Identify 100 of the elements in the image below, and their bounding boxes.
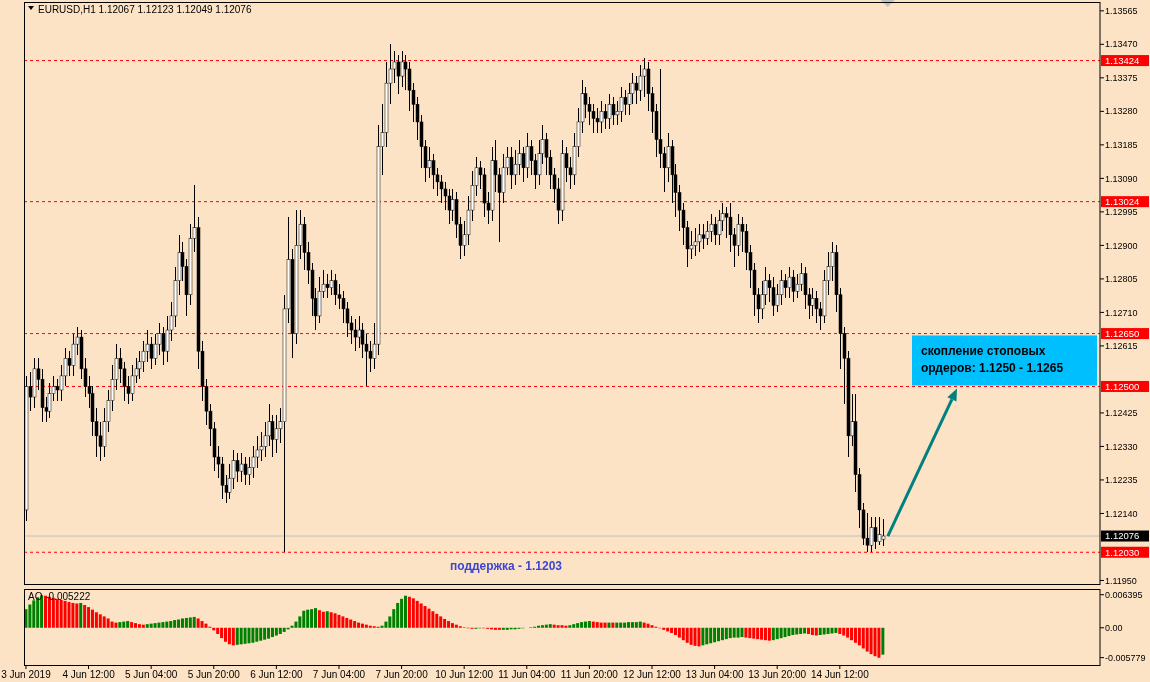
- candlestick: [325, 273, 330, 299]
- ref-line-label: 1.13024: [1105, 195, 1140, 207]
- bar: [705, 627, 709, 645]
- annotation: скопление стоповых ордеров: 1.1250 - 1.1265: [921, 344, 1064, 376]
- bar: [756, 627, 760, 640]
- ref-line-label: 1.13424: [1105, 54, 1140, 66]
- ref-line-label: 1.12650: [1105, 327, 1140, 339]
- bar: [282, 627, 286, 632]
- bar: [450, 623, 454, 628]
- candlestick: [55, 378, 60, 402]
- bar: [251, 627, 255, 643]
- bar: [603, 622, 607, 628]
- y-tick-label: 1.13565: [1105, 5, 1138, 16]
- x-tick-label: 5 Jun 20:00: [187, 669, 241, 680]
- bar: [842, 627, 846, 636]
- bar: [302, 610, 306, 628]
- candlestick: [771, 276, 776, 317]
- bar: [180, 618, 184, 628]
- bar: [767, 627, 771, 641]
- candlestick: [689, 230, 694, 260]
- bar: [349, 619, 353, 628]
- bar: [818, 627, 822, 636]
- bar: [615, 622, 619, 628]
- bar: [552, 624, 556, 628]
- bar: [595, 622, 599, 628]
- bar: [865, 627, 869, 652]
- bar: [599, 622, 603, 628]
- candlestick: [595, 107, 600, 134]
- bar: [877, 627, 881, 658]
- bar: [834, 627, 838, 633]
- bar: [583, 621, 587, 628]
- y-tick-label: 1.13185: [1105, 140, 1138, 150]
- bar: [634, 622, 638, 628]
- bar: [137, 624, 141, 628]
- bar: [157, 622, 161, 628]
- bar: [55, 598, 59, 628]
- candlestick: [642, 57, 647, 98]
- candlestick: [525, 132, 530, 179]
- candlestick: [243, 456, 248, 486]
- bar: [873, 627, 877, 657]
- candlestick: [235, 452, 240, 483]
- bar: [850, 627, 854, 641]
- y-tick-label: 1.12805: [1105, 274, 1138, 285]
- x-tick-label: 14 Jun 12:00: [810, 669, 870, 680]
- bar: [681, 627, 685, 641]
- chart-title: EURUSD,H1 1.12067 1.12123 1.12049 1.12076: [38, 4, 252, 15]
- bar: [787, 627, 791, 637]
- bar: [161, 622, 165, 628]
- bar: [540, 625, 544, 628]
- candlestick: [607, 93, 612, 130]
- candlestick: [634, 75, 639, 105]
- y-tick-label: 1.13470: [1105, 39, 1138, 50]
- bar: [685, 627, 689, 643]
- bar: [224, 627, 228, 642]
- y-tick-label: 0.006395: [1105, 589, 1143, 600]
- bar: [337, 614, 341, 628]
- bar: [619, 622, 623, 628]
- bar: [717, 627, 721, 642]
- candlestick: [353, 318, 358, 352]
- bar: [548, 624, 552, 628]
- bar: [79, 602, 83, 628]
- bar: [814, 627, 818, 636]
- bar: [255, 627, 259, 642]
- bar: [141, 624, 145, 628]
- bar: [360, 623, 364, 628]
- bar: [177, 619, 181, 628]
- bar: [673, 627, 677, 636]
- candlestick: [623, 89, 628, 116]
- bar: [732, 627, 736, 638]
- bar: [501, 627, 505, 630]
- bar: [564, 625, 568, 628]
- candlestick: [693, 227, 698, 257]
- bar: [642, 622, 646, 628]
- ref-line-label: 1.12030: [1105, 546, 1140, 558]
- bar: [314, 608, 317, 628]
- bar: [881, 627, 885, 655]
- bar: [580, 622, 584, 628]
- candlestick: [333, 273, 338, 306]
- bar: [807, 627, 810, 634]
- x-tick-label: 7 Jun 20:00: [375, 669, 429, 680]
- bar: [693, 627, 697, 646]
- bar: [200, 621, 204, 628]
- bar: [204, 623, 208, 628]
- y-tick-label: 0.00: [1105, 622, 1123, 633]
- bar: [184, 617, 188, 628]
- bar: [760, 627, 764, 640]
- bar: [40, 595, 44, 628]
- candlestick: [881, 518, 886, 547]
- bar: [329, 612, 333, 628]
- bar: [662, 627, 666, 630]
- x-tick-label: 10 Jun 12:00: [435, 669, 494, 680]
- bar: [220, 627, 224, 639]
- bar: [775, 627, 779, 640]
- bar: [795, 627, 799, 635]
- bar: [145, 624, 149, 628]
- bar: [560, 625, 564, 628]
- bar: [791, 627, 795, 636]
- bar: [419, 603, 423, 628]
- bar: [701, 627, 705, 646]
- bar: [63, 600, 67, 628]
